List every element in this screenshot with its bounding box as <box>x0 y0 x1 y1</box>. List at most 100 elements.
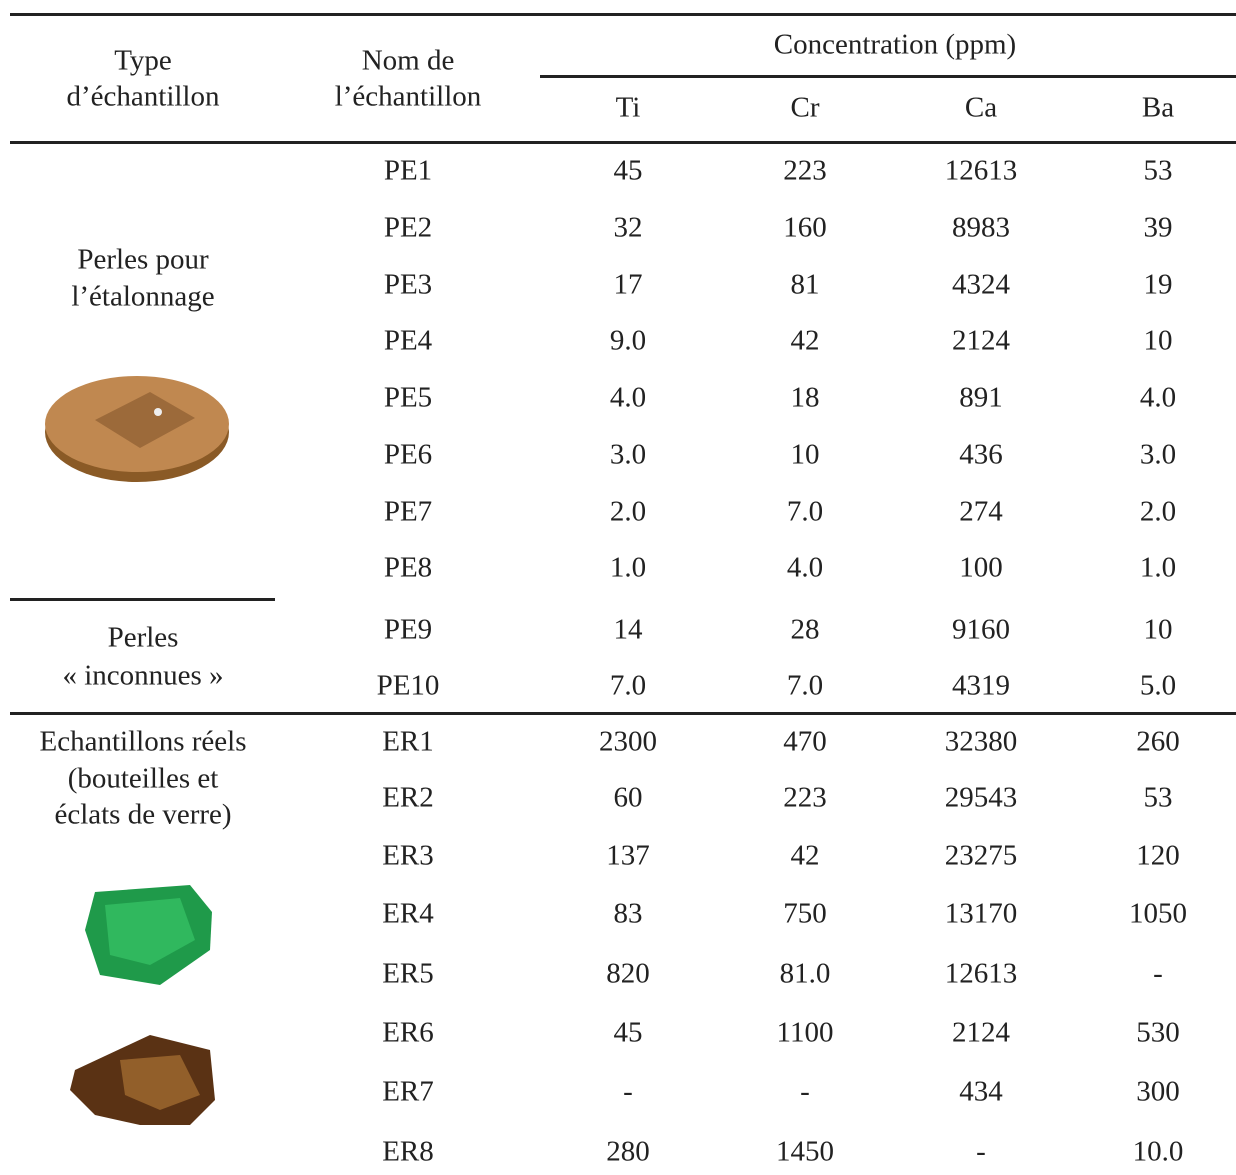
cell: 42 <box>790 839 820 872</box>
cell: 820 <box>606 957 650 990</box>
cell: 1450 <box>776 1135 834 1168</box>
cell: 23275 <box>944 839 1018 872</box>
cell: 530 <box>1136 1016 1180 1049</box>
cell: 2300 <box>599 725 657 758</box>
cell: 9.0 <box>609 324 647 357</box>
sample-name: PE5 <box>383 381 433 414</box>
cell: 45 <box>613 1016 643 1049</box>
cell: 4319 <box>952 669 1010 702</box>
sample-name: ER2 <box>382 781 434 814</box>
cell: 13170 <box>944 897 1018 930</box>
cell: 12613 <box>944 154 1018 187</box>
cell: 32 <box>613 211 643 244</box>
cell: 2.0 <box>1139 495 1177 528</box>
cell: 32380 <box>944 725 1018 758</box>
cell: 470 <box>783 725 827 758</box>
header-element: Ba <box>1141 91 1175 124</box>
cell: 223 <box>783 781 827 814</box>
cell: 891 <box>959 381 1003 414</box>
cell: 100 <box>959 551 1003 584</box>
group-label: l’étalonnage <box>71 280 215 313</box>
cell: 1100 <box>776 1016 834 1049</box>
cell: 160 <box>783 211 827 244</box>
cell: 436 <box>959 438 1003 471</box>
sample-name: PE9 <box>383 613 433 646</box>
header-element: Ca <box>964 91 998 124</box>
rule <box>10 712 1236 715</box>
cell: 10 <box>1143 613 1173 646</box>
cell: 18 <box>790 381 820 414</box>
cell: 750 <box>783 897 827 930</box>
header-element: Cr <box>790 91 820 124</box>
group-label: (bouteilles et <box>67 762 219 795</box>
cell: 12613 <box>944 957 1018 990</box>
header-element: Ti <box>615 91 641 124</box>
sample-name: PE6 <box>383 438 433 471</box>
group-label: Perles <box>107 621 179 654</box>
cell: 280 <box>606 1135 650 1168</box>
cell: 4324 <box>952 268 1010 301</box>
cell: 39 <box>1143 211 1173 244</box>
cell: 83 <box>613 897 643 930</box>
cell: 3.0 <box>609 438 647 471</box>
sample-name: PE1 <box>383 154 433 187</box>
sample-name: ER1 <box>382 725 434 758</box>
cell: 10 <box>790 438 820 471</box>
cell: 7.0 <box>786 495 824 528</box>
cell: - <box>800 1075 810 1108</box>
brown-glass-image <box>70 1035 215 1125</box>
group-label: Echantillons réels <box>39 725 247 758</box>
cell: 53 <box>1143 154 1173 187</box>
header-type: Type <box>114 44 172 77</box>
cell: 1050 <box>1129 897 1187 930</box>
cell: 223 <box>783 154 827 187</box>
cell: 1.0 <box>609 551 647 584</box>
cell: 4.0 <box>609 381 647 414</box>
cell: 8983 <box>952 211 1010 244</box>
cell: 28 <box>790 613 820 646</box>
sample-name: PE3 <box>383 268 433 301</box>
sample-name: PE8 <box>383 551 433 584</box>
cell: 274 <box>959 495 1003 528</box>
sample-name: ER6 <box>382 1016 434 1049</box>
rule <box>10 141 1236 144</box>
cell: 81 <box>790 268 820 301</box>
cell: 10 <box>1143 324 1173 357</box>
cell: 4.0 <box>786 551 824 584</box>
header-name: Nom de <box>361 44 455 77</box>
cell: 81.0 <box>779 957 831 990</box>
header-group: Concentration (ppm) <box>773 28 1017 61</box>
sample-name: ER7 <box>382 1075 434 1108</box>
cell: 9160 <box>952 613 1010 646</box>
cell: 300 <box>1136 1075 1180 1108</box>
cell: 2.0 <box>609 495 647 528</box>
cell: 29543 <box>944 781 1018 814</box>
cell: 42 <box>790 324 820 357</box>
cell: 45 <box>613 154 643 187</box>
sample-name: ER8 <box>382 1135 434 1168</box>
sample-name: PE10 <box>376 669 440 702</box>
cell: 4.0 <box>1139 381 1177 414</box>
header-name: l’échantillon <box>334 80 482 113</box>
cell: - <box>623 1075 633 1108</box>
cell: 137 <box>606 839 650 872</box>
bead-image <box>45 376 229 482</box>
cell: 434 <box>959 1075 1003 1108</box>
rule <box>10 13 1236 16</box>
cell: 53 <box>1143 781 1173 814</box>
cell: 260 <box>1136 725 1180 758</box>
group-label: « inconnues » <box>62 659 224 692</box>
sample-name: ER5 <box>382 957 434 990</box>
cell: 3.0 <box>1139 438 1177 471</box>
sample-name: ER4 <box>382 897 434 930</box>
rule <box>540 75 1236 78</box>
cell: 2124 <box>952 324 1010 357</box>
cell: 10.0 <box>1132 1135 1184 1168</box>
cell: 7.0 <box>786 669 824 702</box>
cell: 17 <box>613 268 643 301</box>
cell: - <box>1153 957 1163 990</box>
cell: 120 <box>1136 839 1180 872</box>
group-label: éclats de verre) <box>54 798 232 831</box>
